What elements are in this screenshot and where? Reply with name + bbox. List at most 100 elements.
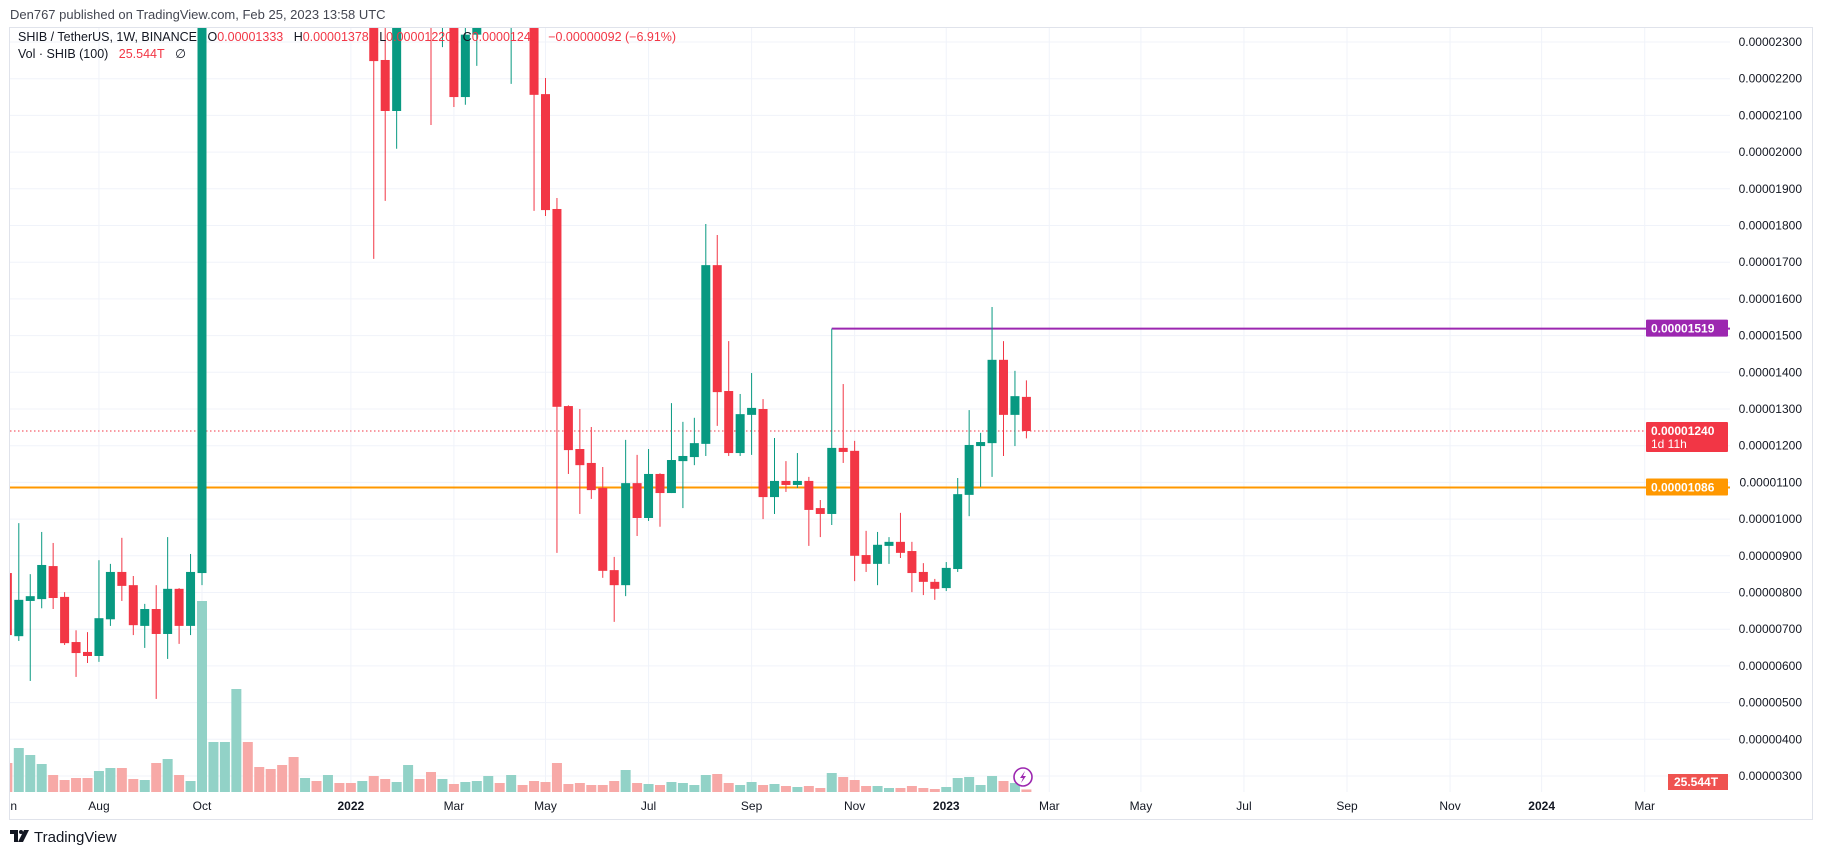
price-tick-label: 0.00000500 — [1739, 696, 1803, 710]
candle[interactable] — [678, 421, 688, 509]
candle[interactable] — [14, 523, 24, 641]
candle[interactable] — [964, 410, 974, 517]
candle[interactable] — [792, 453, 802, 488]
candle[interactable] — [563, 405, 573, 474]
candle[interactable] — [174, 588, 184, 644]
candle[interactable] — [507, 0, 516, 84]
volume-bar — [380, 779, 391, 792]
candle-body — [563, 406, 573, 451]
candle[interactable] — [873, 531, 883, 586]
candle[interactable] — [163, 537, 173, 659]
candle[interactable] — [495, 0, 504, 24]
candle[interactable] — [987, 306, 997, 477]
candle[interactable] — [71, 630, 81, 677]
lightning-icon[interactable] — [1013, 767, 1033, 787]
candle[interactable] — [724, 341, 734, 456]
candle[interactable] — [128, 575, 138, 636]
candle-body — [895, 541, 905, 553]
candle[interactable] — [1010, 370, 1020, 447]
candle-body — [999, 359, 1008, 415]
candle[interactable] — [392, 0, 402, 149]
candle[interactable] — [37, 531, 47, 609]
volume-settings-icon[interactable]: ∅ — [175, 47, 186, 61]
candle[interactable] — [655, 473, 665, 527]
candle[interactable] — [484, 0, 493, 13]
candle[interactable] — [999, 341, 1008, 456]
candle[interactable] — [770, 437, 779, 514]
candle[interactable] — [1021, 380, 1031, 439]
candle-body — [163, 588, 173, 634]
candle[interactable] — [117, 537, 127, 601]
candle[interactable] — [369, 0, 379, 259]
candle[interactable] — [529, 0, 539, 211]
candle[interactable] — [609, 556, 619, 622]
candle[interactable] — [930, 578, 940, 600]
candle[interactable] — [815, 500, 825, 538]
candle[interactable] — [197, 0, 207, 586]
candle[interactable] — [140, 603, 150, 648]
candle[interactable] — [25, 574, 35, 681]
candle[interactable] — [541, 77, 550, 216]
support-price-badge-text: 0.00001086 — [1651, 481, 1715, 495]
candle[interactable] — [83, 632, 92, 663]
candle[interactable] — [861, 530, 871, 572]
candle[interactable] — [712, 235, 722, 426]
candle[interactable] — [735, 393, 745, 456]
candle-body — [701, 265, 711, 444]
candle[interactable] — [781, 461, 791, 492]
volume-label: Vol · SHIB (100) — [18, 47, 108, 61]
tradingview-logo[interactable]: TradingView — [10, 829, 117, 846]
volume-bar — [494, 783, 505, 792]
candle[interactable] — [689, 417, 699, 466]
candle[interactable] — [518, 0, 527, 24]
candle[interactable] — [586, 426, 596, 499]
candle[interactable] — [632, 454, 642, 536]
candle[interactable] — [918, 563, 928, 596]
candle[interactable] — [575, 409, 585, 514]
candle[interactable] — [838, 384, 848, 463]
volume-bar — [620, 770, 631, 792]
candle[interactable] — [380, 5, 390, 201]
time-axis[interactable]: Jun Aug Oct 2022 Mar May Jul Sep Nov 2023 Mar May Ju… — [0, 799, 1655, 813]
volume-bar — [254, 767, 265, 792]
candle[interactable] — [747, 373, 757, 455]
candle[interactable] — [758, 399, 768, 520]
candle[interactable] — [827, 328, 837, 525]
candle[interactable] — [953, 477, 963, 572]
candle[interactable] — [427, 0, 436, 125]
candle[interactable] — [48, 542, 58, 610]
candle[interactable] — [552, 197, 562, 553]
candle[interactable] — [895, 512, 905, 559]
price-tick-label: 0.00000300 — [1739, 769, 1803, 783]
candle[interactable] — [701, 224, 711, 456]
candle[interactable] — [598, 466, 608, 578]
candle[interactable] — [151, 585, 161, 699]
candle[interactable] — [884, 537, 894, 564]
time-tick-label: 2022 — [337, 799, 364, 813]
candle[interactable] — [976, 432, 986, 487]
price-axis[interactable]: 0.00000300 0.00000400 0.00000500 0.00000600… — [1739, 35, 1803, 783]
candle[interactable] — [449, 0, 459, 107]
volume-bar — [10, 763, 13, 792]
candle[interactable] — [666, 403, 676, 494]
candle[interactable] — [850, 440, 860, 582]
candle[interactable] — [941, 562, 951, 592]
candle[interactable] — [621, 439, 631, 597]
candle[interactable] — [804, 476, 814, 546]
candle-body — [930, 581, 940, 589]
candle[interactable] — [186, 553, 196, 636]
volume-bar — [116, 768, 127, 792]
candle[interactable] — [460, 5, 470, 105]
candle[interactable] — [60, 592, 70, 645]
candle-body — [941, 567, 951, 589]
candle[interactable] — [644, 449, 654, 521]
candle[interactable] — [907, 541, 917, 593]
candle[interactable] — [209, 0, 218, 5]
volume-bar — [36, 764, 47, 792]
candle[interactable] — [105, 563, 115, 626]
candle[interactable] — [94, 560, 104, 662]
candle[interactable] — [3, 567, 12, 640]
candle[interactable] — [472, 0, 482, 66]
candle-body — [621, 483, 631, 586]
